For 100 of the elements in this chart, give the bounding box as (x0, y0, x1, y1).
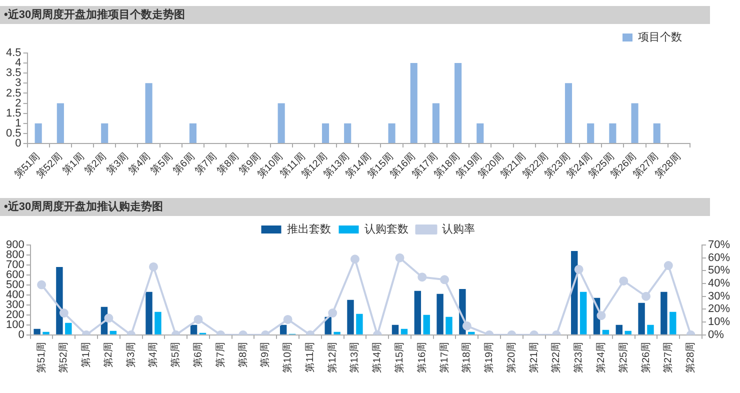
x-tick-label: 第11周 (304, 342, 316, 372)
bar (468, 332, 475, 334)
y-tick-label: 0 (18, 328, 24, 341)
x-tick-label: 第24周 (594, 342, 607, 373)
y-tick-label: 2.5 (6, 87, 22, 100)
point (664, 261, 673, 270)
bar (436, 294, 444, 334)
bar (278, 103, 285, 144)
x-tick-label: 第14周 (371, 342, 384, 373)
bar (34, 328, 40, 334)
y2-tick-label: 30% (708, 290, 730, 302)
y-tick-label: 900 (6, 239, 24, 252)
bar (638, 302, 645, 334)
x-tick-label: 第3周 (124, 342, 137, 368)
x-tick-label: 第1周 (80, 342, 92, 368)
x-tick-label: 第5周 (170, 342, 182, 368)
y-tick-label: 4 (15, 57, 22, 70)
x-tick-label: 第9周 (259, 342, 272, 368)
x-tick-label: 第22周 (550, 342, 562, 373)
bar (616, 324, 623, 334)
y-tick-label: 4.5 (6, 47, 22, 60)
point (148, 262, 158, 272)
point (440, 275, 450, 284)
y2-tick-label: 0% (708, 328, 724, 341)
y2-tick-label: 20% (708, 303, 730, 316)
bar (56, 103, 64, 144)
y-tick-label: 800 (6, 249, 24, 262)
x-tick-label: 第27周 (662, 342, 674, 373)
point (194, 314, 203, 324)
bar (400, 328, 408, 334)
y-tick-label: 1 (15, 117, 22, 130)
bar (334, 332, 340, 334)
bar (580, 292, 587, 334)
x-tick-label: 第21周 (528, 342, 540, 373)
legend-label: 认购率 (442, 222, 475, 236)
x-tick-label: 第51周 (35, 342, 48, 373)
bar (190, 324, 198, 334)
y-tick-label: 200 (6, 308, 24, 321)
point (418, 272, 427, 282)
bar (446, 316, 452, 334)
y2-tick-label: 40% (708, 278, 730, 290)
bar (631, 103, 638, 144)
x-tick-label: 第16周 (416, 342, 428, 373)
bar (356, 314, 363, 334)
legend-label: 认购套数 (364, 224, 408, 236)
bar (647, 324, 654, 334)
y-tick-label: 300 (6, 298, 24, 311)
bar (189, 123, 197, 144)
point (37, 280, 46, 290)
x-tick-label: 第23周 (572, 342, 585, 373)
y-tick-label: 0 (15, 138, 22, 150)
chart-title: •近30周周度开盘加推项目个数走势图 (0, 6, 710, 24)
bar (388, 123, 396, 144)
x-tick-label: 第10周 (282, 342, 294, 373)
bar (432, 103, 440, 144)
x-tick-label: 第25周 (617, 342, 630, 373)
bar (347, 300, 354, 334)
y-tick-label: 100 (6, 318, 24, 331)
bar (56, 266, 63, 334)
bar (564, 83, 572, 144)
bar (454, 63, 462, 144)
bar (653, 123, 660, 144)
y-tick-label: 500 (6, 278, 24, 291)
x-tick-label: 第12周 (326, 342, 338, 373)
chart-title: •近30周周度开盘加推认购走势图 (0, 198, 710, 216)
x-tick-label: 第52周 (58, 342, 70, 373)
bar (65, 322, 72, 334)
point (395, 253, 404, 262)
x-tick-label: 第18周 (460, 342, 473, 373)
y-tick-label: 3.5 (6, 67, 22, 80)
y-tick-label: 2 (15, 97, 22, 110)
bar (146, 292, 152, 334)
bar (624, 330, 632, 334)
y2-tick-label: 70% (708, 239, 730, 252)
bar (392, 324, 399, 334)
bar (587, 123, 594, 144)
point (619, 276, 628, 286)
bar (322, 123, 330, 144)
bar (42, 332, 50, 334)
x-tick-label: 第8周 (236, 342, 249, 368)
x-tick-label: 第20周 (505, 342, 518, 373)
x-tick-label: 第26周 (640, 342, 652, 373)
bar (423, 314, 430, 334)
bar (280, 324, 287, 334)
bar (476, 123, 484, 144)
bar (110, 330, 117, 334)
point (574, 264, 584, 274)
bar (101, 123, 108, 144)
bar (154, 312, 162, 334)
y2-tick-label: 50% (708, 264, 730, 277)
y2-tick-label: 10% (708, 316, 730, 328)
y2-tick-label: 60% (708, 252, 730, 264)
x-tick-label: 第28周 (684, 342, 697, 373)
x-tick-label: 第2周 (102, 342, 114, 368)
bar (602, 330, 610, 334)
y-tick-label: 1.5 (6, 107, 22, 120)
point (283, 314, 292, 324)
y-tick-label: 700 (6, 259, 24, 272)
legend-label: 推出套数 (286, 222, 331, 236)
x-tick-label: 第19周 (483, 342, 496, 373)
